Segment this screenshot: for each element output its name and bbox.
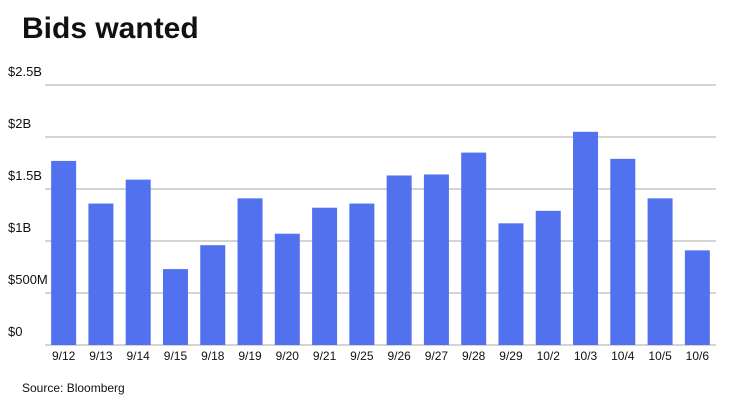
- x-tick-label: 9/21: [313, 349, 337, 363]
- x-tick-label: 9/12: [52, 349, 76, 363]
- x-tick-label: 10/3: [574, 349, 598, 363]
- bar: [125, 179, 151, 345]
- y-tick-label: $500M: [8, 272, 48, 287]
- x-tick-label: 9/28: [462, 349, 486, 363]
- x-tick-label: 9/27: [425, 349, 449, 363]
- y-tick-label: $2B: [8, 116, 31, 131]
- x-tick-label: 10/5: [648, 349, 672, 363]
- y-tick-label: $2.5B: [8, 64, 42, 79]
- bar: [200, 245, 226, 345]
- bar: [312, 207, 338, 345]
- x-tick-label: 9/20: [276, 349, 300, 363]
- x-tick-label: 10/2: [537, 349, 561, 363]
- x-tick-label: 9/18: [201, 349, 225, 363]
- bar: [423, 174, 449, 345]
- bar: [684, 250, 710, 345]
- bar: [461, 152, 487, 345]
- bar: [274, 233, 300, 345]
- bar: [647, 198, 673, 345]
- bar: [237, 198, 263, 345]
- x-tick-label: 9/26: [387, 349, 411, 363]
- x-tick-label: 10/6: [686, 349, 710, 363]
- bar: [349, 203, 375, 345]
- x-tick-label: 9/25: [350, 349, 374, 363]
- x-tick-label: 9/13: [89, 349, 113, 363]
- x-tick-label: 9/29: [499, 349, 523, 363]
- bar: [51, 160, 77, 345]
- bar: [386, 175, 412, 345]
- y-tick-label: $1B: [8, 220, 31, 235]
- source-note: Source: Bloomberg: [22, 381, 125, 395]
- x-tick-label: 9/15: [164, 349, 188, 363]
- y-tick-label: $0: [8, 324, 22, 339]
- bar: [610, 158, 636, 345]
- bar: [535, 210, 561, 345]
- x-tick-label: 10/4: [611, 349, 635, 363]
- y-tick-label: $1.5B: [8, 168, 42, 183]
- x-tick-label: 9/14: [127, 349, 151, 363]
- bar: [498, 223, 524, 345]
- bar: [162, 269, 188, 345]
- chart-title: Bids wanted: [22, 12, 199, 45]
- bar: [88, 203, 114, 345]
- x-tick-label: 9/19: [238, 349, 262, 363]
- bar: [573, 131, 599, 345]
